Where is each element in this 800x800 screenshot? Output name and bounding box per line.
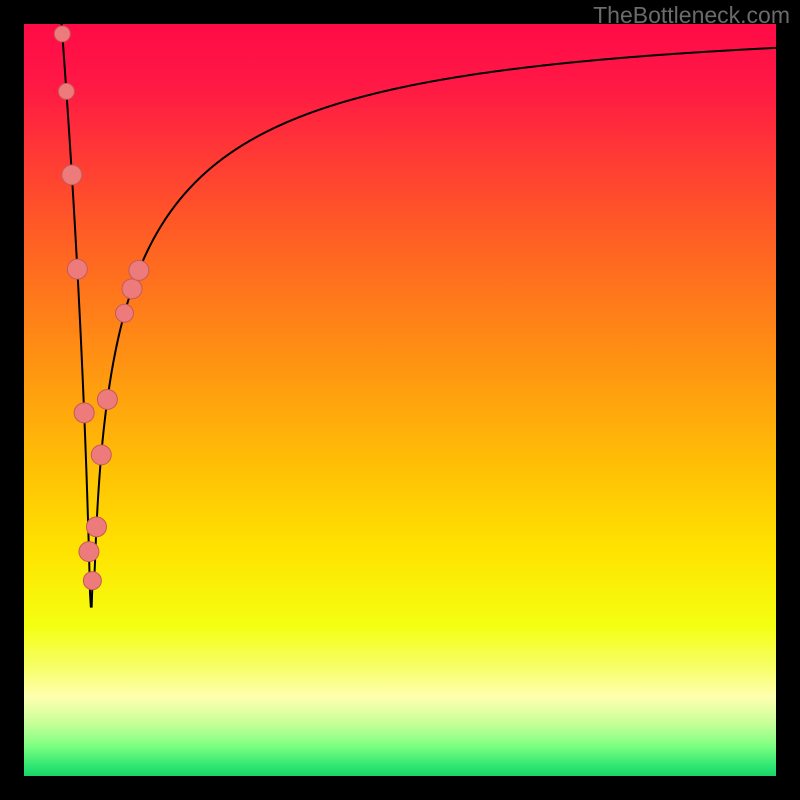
curve-marker bbox=[74, 403, 94, 423]
curve-marker bbox=[122, 279, 142, 299]
curve-marker bbox=[79, 542, 99, 562]
watermark-text: TheBottleneck.com bbox=[593, 2, 790, 29]
curve-svg bbox=[24, 24, 776, 776]
curve-marker bbox=[62, 165, 82, 185]
curve-marker bbox=[58, 83, 74, 99]
plot-area bbox=[24, 24, 776, 776]
curve-marker bbox=[83, 572, 101, 590]
curve-marker bbox=[54, 26, 70, 42]
curve-marker bbox=[86, 517, 106, 537]
curve-marker bbox=[67, 259, 87, 279]
bottleneck-curve bbox=[24, 24, 776, 607]
curve-marker bbox=[91, 445, 111, 465]
curve-marker bbox=[129, 260, 149, 280]
curve-marker bbox=[115, 304, 133, 322]
chart-stage: TheBottleneck.com bbox=[0, 0, 800, 800]
curve-marker bbox=[97, 389, 117, 409]
